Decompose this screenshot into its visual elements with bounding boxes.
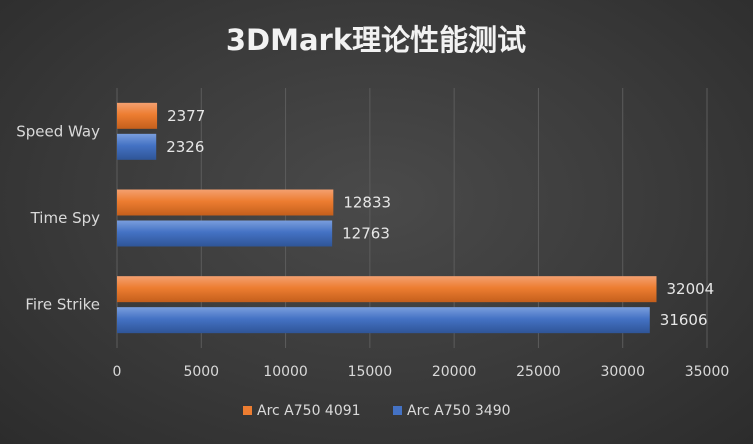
- x-tick-label: 20000: [432, 364, 477, 380]
- data-label: 12833: [343, 194, 391, 212]
- legend-label: Arc A750 3490: [407, 403, 511, 419]
- x-tick-label: 0: [113, 364, 122, 380]
- x-axis-ticks: 0 5000 10000 15000 20000 25000 30000 35000: [113, 364, 730, 380]
- bar: [117, 189, 334, 216]
- chart-title: 3DMark理论性能测试: [226, 23, 526, 57]
- data-label: 12763: [342, 225, 390, 243]
- legend-label: Arc A750 4091: [257, 403, 361, 419]
- data-labels: 2377 2326 12833 12763 32004 31606: [166, 107, 714, 329]
- category-labels: Speed Way Time Spy Fire Strike: [16, 122, 100, 313]
- data-label: 32004: [666, 280, 714, 298]
- x-tick-label: 10000: [263, 364, 308, 380]
- data-label: 31606: [660, 311, 708, 329]
- bar: [117, 276, 657, 303]
- bar: [117, 102, 158, 129]
- category-label: Time Spy: [30, 209, 101, 227]
- gridlines: [116, 88, 708, 348]
- data-label: 2377: [167, 107, 205, 125]
- bars: [117, 102, 657, 334]
- category-label: Fire Strike: [25, 296, 100, 314]
- data-label: 2326: [166, 138, 204, 156]
- legend-swatch: [393, 406, 402, 415]
- category-label: Speed Way: [16, 122, 100, 140]
- bar: [117, 220, 333, 247]
- legend: Arc A750 4091 Arc A750 3490: [243, 403, 511, 419]
- x-tick-label: 5000: [183, 364, 219, 380]
- bar: [117, 133, 157, 160]
- x-tick-label: 15000: [348, 364, 393, 380]
- x-tick-label: 35000: [685, 364, 730, 380]
- x-tick-label: 25000: [516, 364, 561, 380]
- bar: [117, 307, 650, 334]
- legend-swatch: [243, 406, 252, 415]
- x-tick-label: 30000: [600, 364, 645, 380]
